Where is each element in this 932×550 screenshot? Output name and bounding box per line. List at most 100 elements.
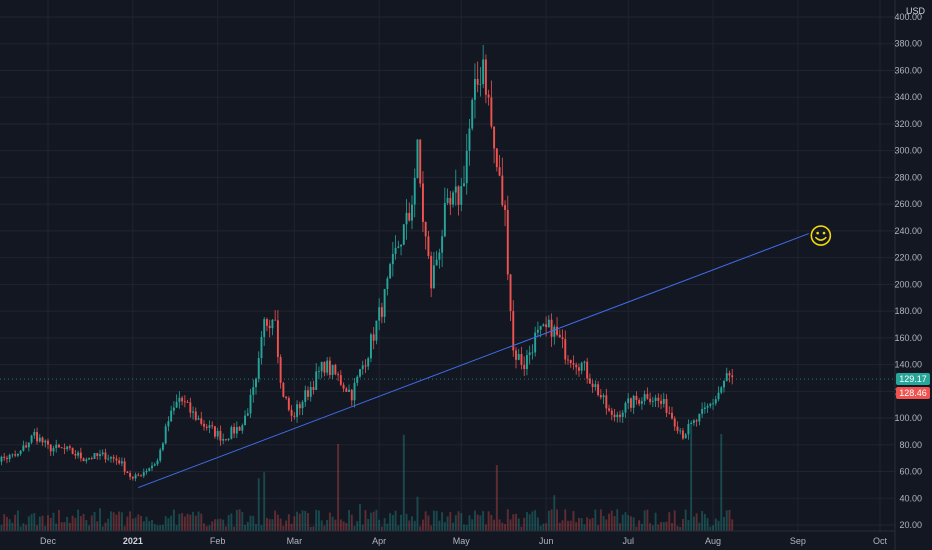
y-tick-label: 220.00 [894, 253, 922, 263]
candle-body [74, 453, 77, 456]
candle-body [517, 354, 520, 360]
candle-body [60, 447, 63, 449]
volume-bar [430, 525, 433, 531]
volume-bar [211, 521, 214, 531]
volume-bar [367, 518, 370, 531]
candle-body [66, 446, 69, 450]
trendline[interactable] [138, 233, 810, 489]
volume-bar [112, 512, 115, 531]
volume-bar [380, 526, 383, 531]
candle-body [509, 274, 512, 312]
candle-body [504, 205, 507, 210]
volume-bar [372, 511, 375, 531]
candle-body [698, 413, 701, 422]
volume-bar [257, 478, 260, 531]
candle-body [405, 212, 408, 225]
candle-body [14, 454, 17, 456]
candle-body [131, 476, 134, 479]
volume-bar [57, 509, 60, 531]
candle-body [490, 97, 493, 127]
candle-body [668, 412, 671, 414]
trendline-drawing[interactable] [138, 233, 810, 489]
volume-bar [77, 509, 80, 531]
volume-bar [460, 513, 463, 531]
candle-body [257, 358, 260, 379]
candle-body [197, 418, 200, 420]
candle-body [205, 426, 208, 428]
candle-body [268, 325, 271, 329]
candle-body [536, 329, 539, 333]
volume-bar [515, 513, 517, 531]
candle-body [167, 421, 170, 427]
volume-bar [140, 515, 143, 531]
candle-body [178, 397, 181, 402]
candle-body [274, 319, 277, 321]
candle-body [684, 434, 687, 439]
volume-bar [178, 513, 181, 531]
candle-body [665, 398, 668, 413]
candle-body [118, 460, 121, 464]
candle-body [345, 388, 348, 392]
volume-bar [44, 526, 47, 531]
candle-body [712, 403, 715, 405]
volume-bar [400, 514, 403, 531]
volume-bar [569, 520, 572, 531]
candle-body [82, 458, 85, 462]
annotation-layer[interactable] [810, 225, 832, 246]
smiley-mouth [815, 236, 827, 241]
candle-body [512, 311, 515, 351]
y-tick-label: 380.00 [894, 39, 922, 49]
volume-bar [441, 512, 444, 531]
candle-body [317, 371, 320, 373]
candle-body [293, 415, 296, 417]
candle-body [312, 387, 315, 390]
candle-body [320, 362, 323, 372]
candle-body [211, 425, 214, 427]
candle-body [561, 337, 564, 340]
volume-bar [22, 523, 25, 531]
volume-bar [101, 526, 104, 531]
volume-bar [558, 522, 561, 531]
price-axis[interactable]: USD 400.00 380.00 360.00 340.00 320.00 300.00… [894, 0, 930, 550]
volume-bar [673, 510, 676, 531]
candle-body [465, 150, 468, 184]
candle-body [38, 437, 41, 442]
y-tick-label: 260.00 [894, 199, 922, 209]
volume-bar [115, 514, 118, 531]
candle-body [638, 399, 641, 404]
smiley-face-icon[interactable] [810, 225, 832, 246]
candle-body [515, 350, 517, 360]
candle-body [151, 465, 153, 469]
time-axis[interactable]: Dec 2021 Feb Mar Apr May Jun Jul Aug Sep Oct [0, 530, 895, 546]
volume-bar [235, 509, 238, 531]
candle-body [219, 430, 222, 441]
volume-bar [427, 515, 430, 531]
candle-body [101, 452, 104, 455]
volume-bar [720, 433, 723, 531]
volume-bar [690, 424, 693, 531]
candle-body [189, 402, 192, 413]
volume-bar [265, 517, 268, 531]
candle-body [227, 438, 230, 440]
volume-bar [556, 509, 559, 531]
volume-bar [731, 519, 734, 531]
volume-bar [131, 518, 134, 531]
volume-bar [93, 511, 96, 531]
candle-body [0, 456, 3, 462]
volume-bar [421, 519, 424, 531]
volume-bar [698, 522, 701, 531]
candle-body [326, 360, 329, 373]
volume-bar [506, 509, 509, 531]
volume-bar [170, 515, 173, 531]
volume-bar [252, 515, 255, 531]
volume-bar [438, 520, 441, 531]
candle-body [148, 468, 151, 471]
candle-body [424, 221, 427, 237]
candle-body [501, 175, 504, 206]
volume-bar [90, 515, 93, 531]
candle-body [153, 464, 156, 466]
last-price-badge [896, 373, 930, 386]
volume-bar [134, 517, 137, 531]
